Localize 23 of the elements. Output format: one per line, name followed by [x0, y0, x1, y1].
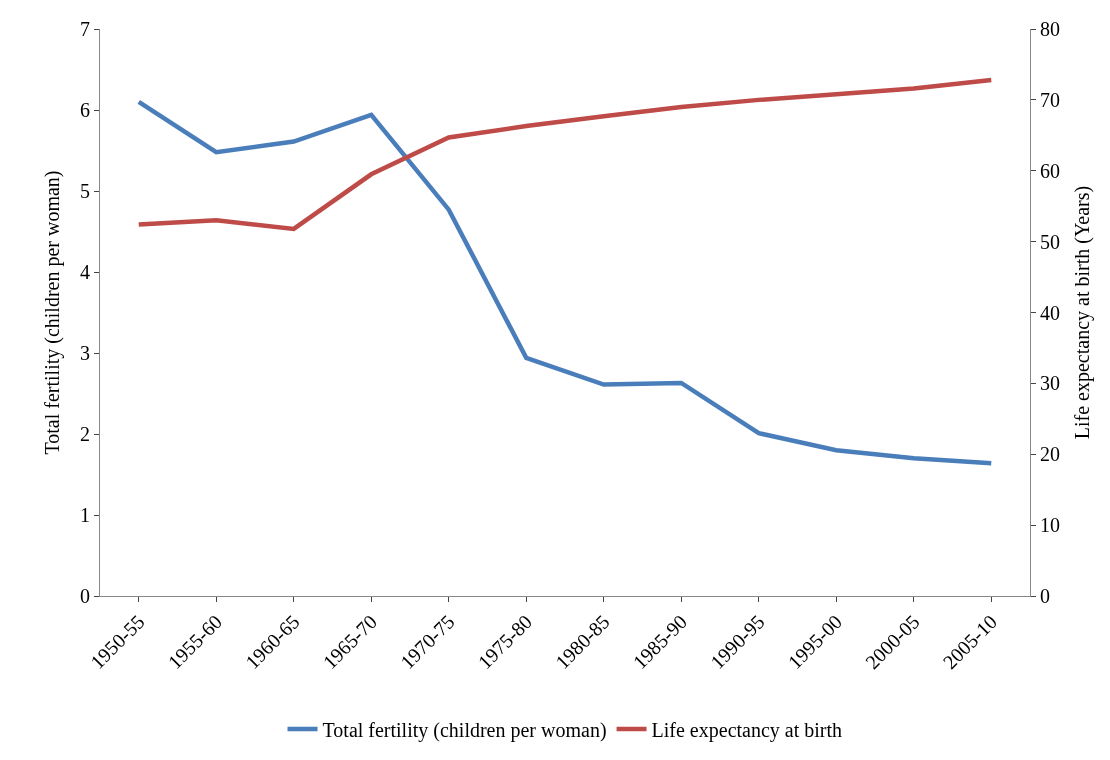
legend-label: Total fertility (children per woman)	[322, 718, 607, 742]
line-series	[136, 99, 994, 466]
y-tick-label: 6	[80, 99, 90, 121]
y2-tick-label: 0	[1040, 585, 1050, 607]
y-tick-label: 4	[80, 261, 90, 283]
y2-tick-label: 10	[1040, 514, 1060, 537]
y2-tick-label: 80	[1040, 18, 1060, 40]
y2-tick-label: 50	[1040, 230, 1060, 253]
y2-axis-title: Life expectancy at birth (Years)	[1070, 185, 1094, 440]
line-series	[136, 77, 994, 232]
y2-tick-label: 70	[1040, 88, 1060, 111]
y2-tick-label: 30	[1040, 372, 1060, 395]
legend-label: Life expectancy at birth	[651, 718, 843, 742]
y-tick-label: 7	[80, 18, 90, 40]
y-tick-label: 1	[80, 504, 90, 526]
y-tick-label: 2	[80, 423, 90, 445]
y-tick-label: 5	[80, 180, 90, 202]
y2-tick-label: 20	[1040, 443, 1060, 466]
y-tick-label: 0	[80, 585, 90, 607]
y2-tick-label: 60	[1040, 159, 1060, 182]
y-axis-title: Total fertility (children per woman)	[40, 170, 64, 455]
y2-tick-label: 40	[1040, 301, 1060, 324]
y-tick-label: 3	[80, 342, 90, 364]
